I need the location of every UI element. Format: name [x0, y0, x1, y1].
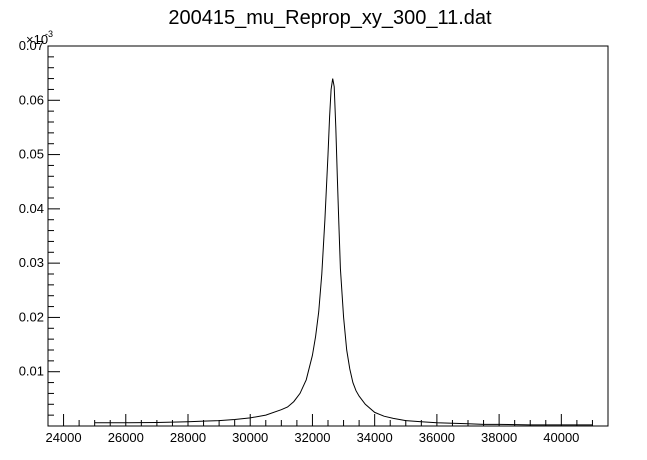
y-axis-multiplier: ×10 -3	[26, 29, 53, 47]
y-tick-label: 0.02	[19, 309, 44, 324]
x-tick-label: 38000	[481, 430, 517, 445]
x-tick-label: 30000	[232, 430, 268, 445]
series-line	[94, 78, 593, 426]
x-axis: 24000 26000 28000 30000 32000 34000 36000 38000…	[45, 414, 609, 445]
y-multiplier-exponent: -3	[45, 29, 53, 39]
y-tick-label: 0.03	[19, 255, 44, 270]
y-multiplier-base: ×10	[26, 32, 48, 47]
x-tick-label: 40000	[543, 430, 579, 445]
y-tick-label: 0.04	[19, 201, 44, 216]
x-tick-label: 32000	[294, 430, 330, 445]
y-tick-label: 0.06	[19, 92, 44, 107]
y-tick-label: 0.01	[19, 364, 44, 379]
y-tick-label: 0.07	[19, 38, 44, 53]
x-tick-label: 24000	[45, 430, 81, 445]
chart-title: 200415_mu_Reprop_xy_300_11.dat	[168, 7, 492, 29]
x-tick-label: 36000	[419, 430, 455, 445]
y-axis: 0.01 0.02 0.03 0.04 0.05 0.06 0.07	[19, 38, 60, 427]
x-tick-label: 34000	[357, 430, 393, 445]
x-tick-label: 28000	[170, 430, 206, 445]
y-tick-label: 0.05	[19, 147, 44, 162]
x-tick-label: 26000	[108, 430, 144, 445]
plot-frame	[47, 45, 609, 427]
series-layer	[94, 78, 593, 426]
